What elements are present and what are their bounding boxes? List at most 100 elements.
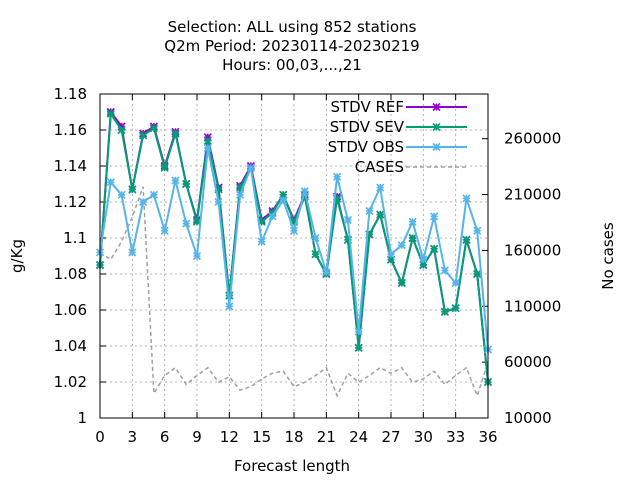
plot-frame: [99, 93, 489, 419]
x-tick-label: 24: [349, 428, 368, 446]
data-point: [171, 129, 180, 138]
y-tick-label: 1.02: [54, 373, 87, 391]
x-tick-label: 6: [160, 428, 170, 446]
y-axis-label: g/Kg: [8, 239, 26, 273]
x-tick-label: 36: [478, 428, 497, 446]
data-point: [149, 190, 158, 199]
y-tick-label: 1.08: [54, 265, 87, 283]
data-point: [182, 179, 191, 189]
data-point: [128, 185, 137, 194]
data-point: [139, 197, 148, 207]
data-point: [333, 172, 342, 181]
y2-tick-label: 210000: [504, 186, 561, 204]
data-point: [365, 206, 374, 216]
data-point: [268, 212, 277, 221]
legend-item: STDV REF: [330, 98, 467, 116]
legend: STDV REF STDV SEV STDV OBS CASES: [328, 98, 467, 176]
data-point: [300, 187, 309, 196]
data-point: [354, 343, 363, 352]
data-point: [106, 178, 115, 187]
x-tick-label: 3: [128, 428, 138, 446]
data-point: [354, 327, 363, 336]
data-point: [192, 251, 202, 261]
legend-marker: [432, 122, 441, 132]
legend-item: CASES: [355, 158, 467, 176]
data-point: [430, 212, 439, 221]
x-tick-label: 21: [317, 428, 336, 446]
y-tick-label: 1.12: [54, 193, 87, 211]
data-point: [128, 248, 137, 257]
title: Selection: ALL using 852 stations Q2m Pe…: [164, 18, 419, 74]
data-point: [257, 237, 266, 246]
y2-tick-label: 10000: [504, 409, 552, 427]
y2-tick-label: 160000: [504, 241, 561, 259]
title-line-1: Selection: ALL using 852 stations: [168, 18, 417, 36]
y2-tick-label: 260000: [504, 130, 561, 148]
x-tick-label: 12: [220, 428, 239, 446]
data-point: [160, 163, 169, 172]
x-axis-label: Forecast length: [234, 457, 350, 475]
x-tick-label: 18: [284, 428, 303, 446]
legend-item: STDV OBS: [328, 138, 467, 156]
data-point: [214, 197, 223, 207]
data-point: [289, 226, 299, 235]
legend-label: STDV OBS: [328, 138, 404, 156]
data-point: [430, 244, 439, 253]
data-point: [440, 307, 449, 316]
x-tick-label: 15: [252, 428, 271, 446]
y-tick-label: 1.1: [63, 229, 87, 247]
data-point: [397, 241, 406, 250]
y-tick-label: 1.18: [54, 85, 87, 103]
data-point: [117, 190, 126, 199]
data-point: [149, 124, 158, 133]
data-point: [376, 210, 385, 219]
data-point: [408, 233, 417, 243]
series-line: [99, 186, 489, 398]
data-point: [397, 278, 406, 288]
y-tick-label: 1: [77, 409, 87, 427]
y-tick-label: 1.06: [54, 301, 87, 319]
y2-tick-label: 60000: [504, 353, 552, 371]
data-point: [139, 131, 148, 140]
data-point: [473, 226, 482, 235]
y-tick-label: 1.14: [54, 157, 87, 175]
x-tick-label: 27: [381, 428, 400, 446]
title-line-2: Q2m Period: 20230114-20230219: [164, 37, 419, 55]
y2-axis-label: No cases: [599, 222, 617, 290]
data-point: [451, 278, 460, 288]
legend-label: STDV REF: [330, 98, 404, 116]
data-point: [376, 183, 385, 192]
series-stdv-sev: [95, 109, 493, 387]
x-tick-label: 33: [446, 428, 465, 446]
y2-axis: 10000 60000 110000 160000 210000 260000: [482, 130, 561, 427]
data-point: [106, 109, 115, 118]
data-point: [462, 235, 471, 244]
series-layer: [95, 107, 493, 398]
data-point: [225, 291, 234, 300]
data-point: [171, 176, 180, 185]
data-point: [246, 163, 255, 172]
series-line: [99, 109, 489, 383]
y2-tick-label: 110000: [504, 297, 561, 315]
data-point: [462, 194, 471, 203]
legend-label: CASES: [355, 158, 404, 176]
x-tick-label: 9: [192, 428, 202, 446]
data-point: [182, 219, 191, 228]
y-axis: 1 1.02 1.04 1.06 1.08 1.1 1.12 1.14 1.16 1.18: [54, 85, 106, 427]
data-point: [473, 269, 482, 279]
data-point: [225, 302, 234, 311]
data-point: [279, 196, 288, 205]
data-point: [451, 304, 460, 313]
data-point: [236, 190, 245, 199]
data-point: [203, 143, 212, 153]
x-tick-label: 0: [95, 428, 105, 446]
data-point: [386, 250, 396, 259]
data-point: [440, 266, 449, 275]
legend-label: STDV SEV: [330, 118, 405, 136]
data-point: [419, 255, 428, 264]
data-point: [117, 125, 126, 135]
x-axis: 0 3 6 9 12 15 18 21 24 27 30 33 36: [95, 94, 498, 446]
x-tick-label: 30: [414, 428, 433, 446]
data-point: [203, 136, 212, 145]
legend-marker: [432, 102, 441, 112]
